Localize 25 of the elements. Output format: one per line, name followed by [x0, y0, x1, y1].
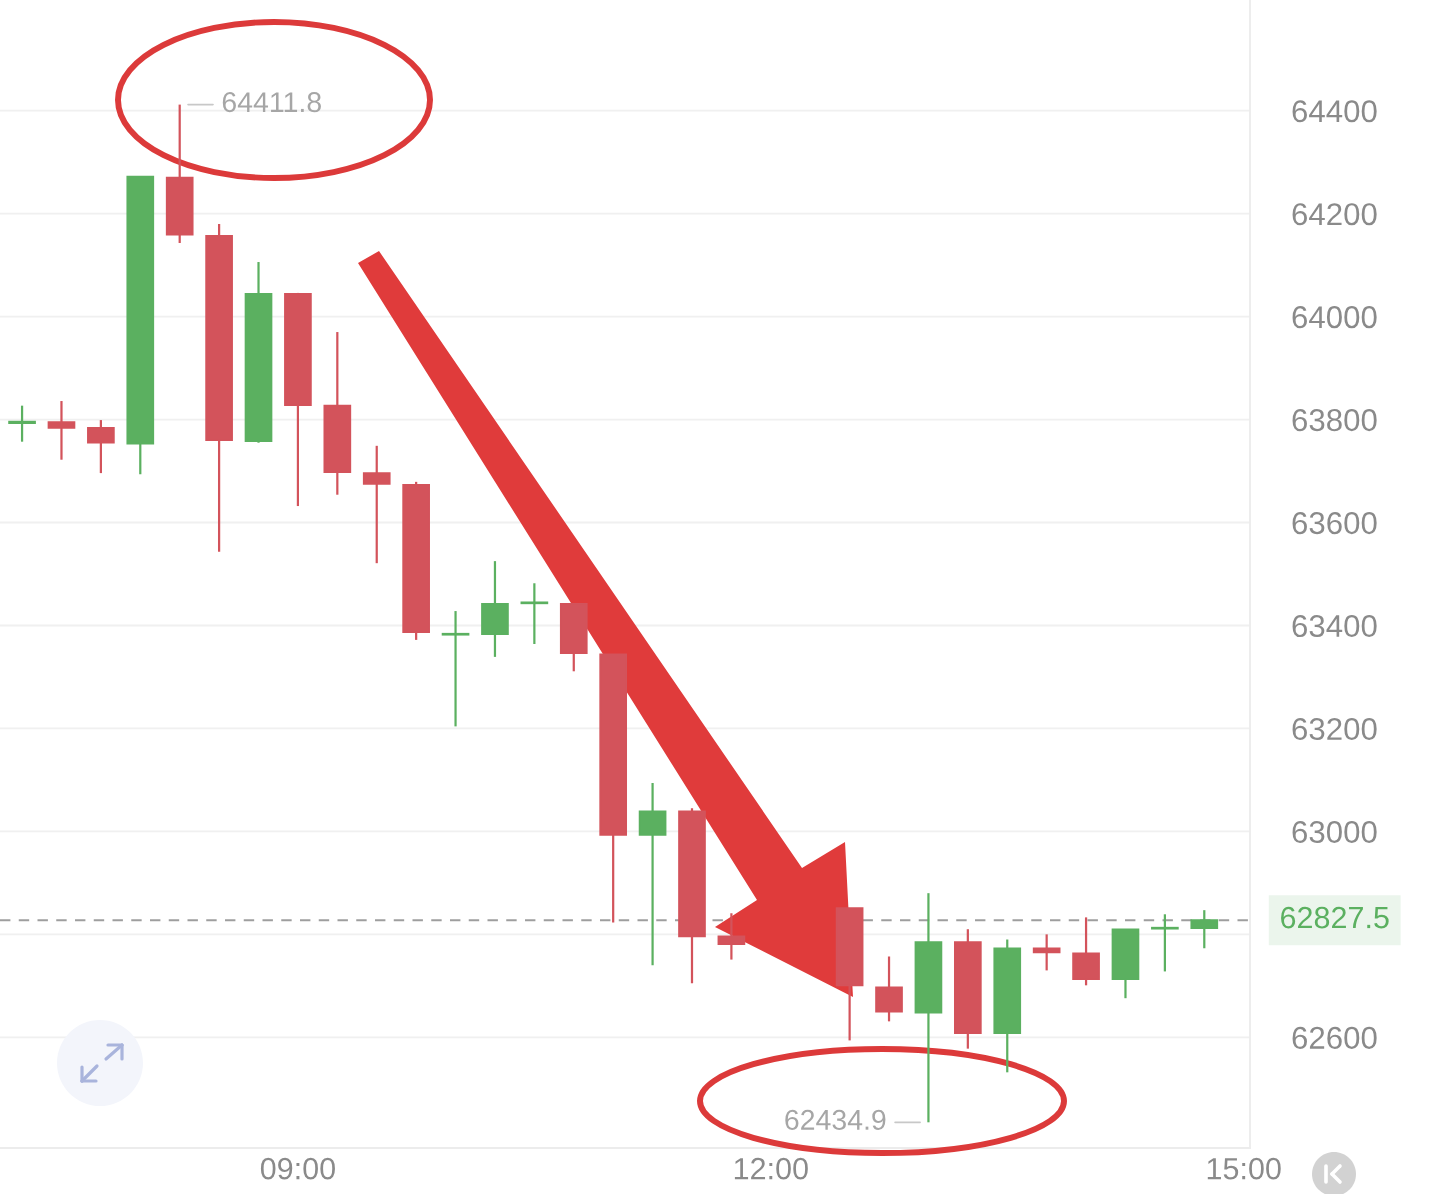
y-tick-label: 63400 [1292, 614, 1377, 638]
candlestick [441, 609, 470, 728]
ref-line-label: 62827.5 [1281, 906, 1389, 929]
y-tick-label: 63000 [1292, 820, 1377, 844]
y-tick-label: 63600 [1292, 512, 1377, 535]
y-tick-label: 62600 [1292, 1026, 1377, 1049]
y-tick-label: 64000 [1292, 306, 1377, 329]
candlestick [8, 404, 36, 443]
y-tick-label: 63200 [1292, 717, 1377, 741]
candlestick [520, 582, 549, 646]
candlestick [1190, 909, 1219, 950]
candlestick [1151, 913, 1179, 973]
annotation: 64411.8 [222, 92, 321, 113]
y-tick-label: 63800 [1292, 409, 1377, 432]
candlestick [1032, 933, 1061, 972]
candlestick [717, 912, 746, 961]
candlestick [47, 399, 76, 461]
y-tick-label: 64400 [1292, 100, 1377, 123]
y-tick-label: 64200 [1292, 203, 1377, 226]
annotation: 62434.9 [785, 1109, 886, 1130]
x-tick-label: 12:00 [734, 1157, 808, 1180]
x-tick-label: 09:00 [260, 1157, 335, 1180]
candlestick [638, 781, 667, 967]
candlestick [362, 444, 391, 565]
x-tick-label: 15:00 [1207, 1157, 1281, 1180]
